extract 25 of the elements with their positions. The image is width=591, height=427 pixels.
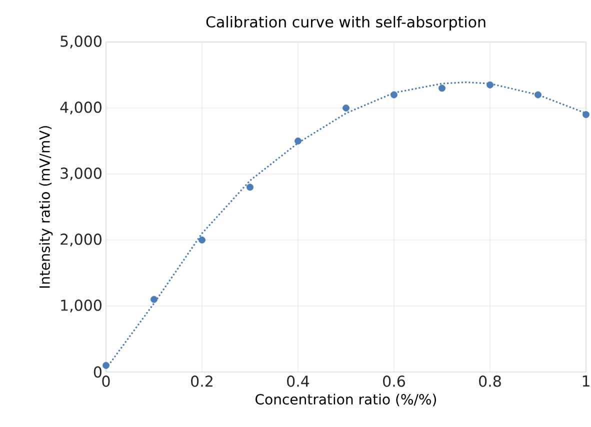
point [438, 84, 446, 92]
chart-title: Calibration curve with self-absorption [206, 16, 486, 30]
point [342, 104, 350, 112]
point [198, 236, 206, 244]
x-tick-label: 0 [102, 376, 110, 387]
x-tick-label: 0.2 [191, 376, 212, 387]
y-axis-title: Intensity ratio (mV/mV) [39, 126, 53, 288]
point [102, 362, 110, 369]
point [390, 91, 398, 98]
y-tick-label: 2,000 [60, 234, 102, 246]
x-axis-title: Concentration ratio (%/%) [256, 394, 436, 406]
y-tick-label: 5,000 [60, 36, 102, 48]
y-tick-label: 3,000 [60, 168, 102, 180]
y-tick-label: 4,000 [60, 102, 102, 114]
x-tick-label: 0.8 [479, 376, 501, 387]
x-tick-label: 1 [582, 376, 590, 386]
point [150, 296, 158, 303]
y-tick-label: 1,000 [61, 300, 102, 312]
point [246, 184, 254, 191]
point [534, 91, 542, 98]
x-tick-label: 0.6 [383, 376, 405, 387]
x-tick-label: 0.4 [287, 376, 310, 387]
point [294, 137, 302, 144]
point [486, 81, 494, 88]
y-tick-label: 0 [94, 366, 102, 378]
